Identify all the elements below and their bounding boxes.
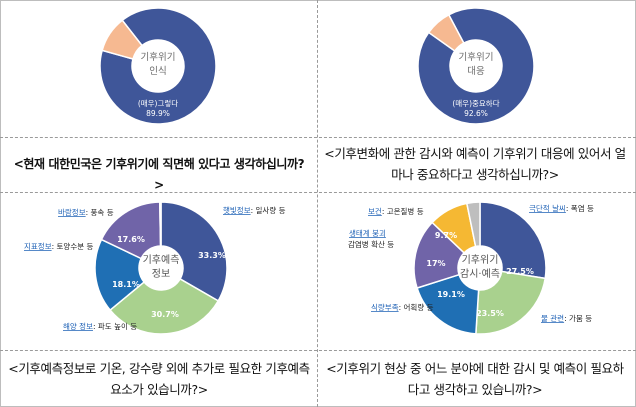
pie-slice: [416, 273, 480, 335]
pie-slice: [465, 201, 481, 248]
slice-value-label: 30.7%: [151, 310, 179, 319]
vertical-divider: [317, 0, 318, 407]
center-label: 인식: [149, 66, 166, 77]
pie-slice: [94, 238, 146, 312]
pie-slice: [475, 270, 547, 335]
slice-category-label: (매우)그렇다: [138, 98, 178, 108]
slice-value-label: 9.7%: [435, 231, 457, 240]
pie-slice: [427, 13, 465, 52]
pie-slice: [109, 277, 220, 335]
pie-slice: [158, 201, 162, 247]
slice-value-label: 17.6%: [117, 235, 145, 244]
pie-slice: [479, 201, 547, 280]
center-label: 정보: [152, 268, 170, 280]
slice-value-label: 23.5%: [476, 309, 504, 318]
center-label: 감시·예측: [460, 268, 500, 280]
center-label: 기후예측: [143, 254, 180, 266]
center-label: 기후위기: [459, 51, 494, 63]
center-label: 기후위기: [462, 253, 499, 266]
slice-category-label: 바람정보: 풍속 등: [58, 207, 114, 217]
slice-category-label: 해양 정보: 파도 높이 등: [63, 321, 137, 331]
pie-slice: [417, 7, 535, 125]
donut-chart-forecast-info: 기후예측정보 33.3% 햇빛정보: 일사량 등 30.7% 해양 정보: 파도 높이 …: [24, 201, 286, 335]
slice-value-label: 27.5%: [506, 267, 534, 276]
slice-category-label: 물 관련: 가뭄 등: [541, 313, 592, 323]
question-2: <기후변화에 관한 감시와 예측이 기후위기 대응에 있어서 얼마나 중요하다고…: [324, 146, 626, 182]
slice-category-label: 보건: 고온질병 등: [368, 206, 424, 216]
slice-value-label: 17%: [426, 259, 445, 268]
horizontal-divider-2: [0, 192, 636, 193]
slice-category-label: 햇빛정보: 일사량 등: [223, 205, 286, 215]
slice-category-label: 식량부족: 어획량 등: [371, 302, 434, 312]
slice-category-label: 지표정보: 토양수분 등: [24, 241, 94, 251]
center-label: 대응: [467, 66, 485, 77]
pie-slice: [101, 19, 144, 60]
question-4: <기후위기 현상 중 어느 분야에 대한 감시 및 예측이 필요하다고 생각하고…: [326, 361, 624, 397]
pie-slice: [160, 201, 228, 302]
slice-category-label: 극단적 날씨: 폭염 등: [529, 203, 594, 213]
slice-value-label: 89.9%: [146, 109, 170, 118]
question-1: <현재 대한민국은 기후위기에 직면해 있다고 생각하십니까?>: [13, 157, 305, 192]
pie-slice: [99, 7, 217, 125]
slice-value-label: 19.1%: [437, 290, 465, 299]
center-label: 기후위기: [141, 51, 176, 63]
horizontal-divider-3: [0, 350, 636, 351]
slice-category-label: (매우)중요하다: [452, 98, 499, 108]
slice-category-label: 생태계 붕괴 감염병 확산 등: [348, 228, 394, 249]
horizontal-divider-1: [0, 137, 636, 138]
slice-value-label: 33.3%: [198, 251, 226, 260]
question-3: <기후예측정보로 기온, 강수량 외에 추가로 필요한 기후예측 요소가 있습니…: [8, 361, 310, 397]
slice-value-label: 92.6%: [464, 109, 488, 118]
slice-value-label: 18.1%: [112, 280, 140, 289]
